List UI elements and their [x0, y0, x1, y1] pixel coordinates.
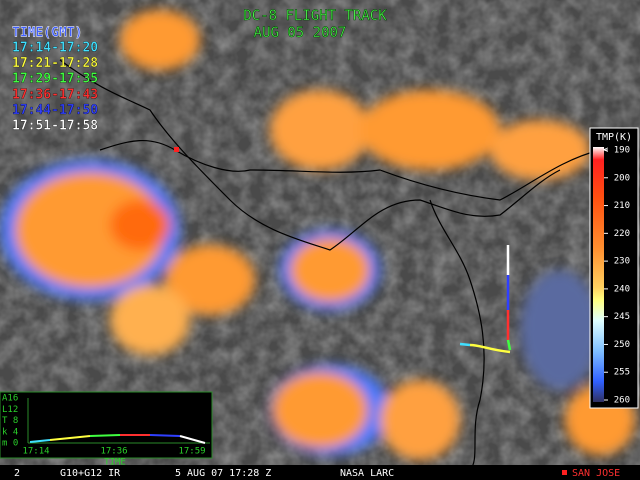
- colorbar-label: 240: [614, 284, 630, 294]
- altitude-y-label: m 0: [2, 439, 18, 449]
- colorbar-label: 250: [614, 340, 630, 350]
- altitude-x-label: 17:59: [178, 447, 205, 457]
- footer-bar: [0, 465, 640, 480]
- altitude-y-label: k 4: [2, 427, 18, 437]
- altitude-x-label: 17:36: [100, 447, 127, 457]
- colorbar-label: 230: [614, 257, 630, 267]
- san-jose-marker: [174, 147, 179, 152]
- altitude-y-label: L12: [2, 405, 18, 415]
- colorbar-label: 210: [614, 201, 630, 211]
- legend-item: 17:21-17:28: [12, 56, 98, 71]
- altitude-y-label: A16: [2, 394, 18, 404]
- coastlines: [59, 59, 601, 471]
- colorbar-label: 220: [614, 229, 630, 239]
- altitude-x-title: TIME: [104, 458, 126, 468]
- colorbar-label: 260: [614, 396, 630, 406]
- legend-item: 17:29-17:35: [12, 72, 98, 87]
- colorbar-labels: < 190 200 210 220 230 240 245 250 255 260: [603, 146, 630, 406]
- altitude-y-label: T 8: [2, 416, 18, 426]
- colorbar: [593, 147, 604, 402]
- legend: 17:14-17:2017:21-17:2817:29-17:3517:36-1…: [12, 40, 99, 134]
- colorbar-label: 245: [614, 312, 630, 322]
- altitude-x-label: 17:14: [22, 447, 49, 457]
- legend-item: 17:14-17:20: [12, 41, 98, 56]
- flight-track: [459, 245, 512, 354]
- footer-frame: 2: [14, 468, 20, 479]
- footer-place: SAN JOSE: [572, 468, 620, 479]
- altitude-trace: [27, 398, 210, 444]
- legend-item: 17:44-17:50: [12, 103, 98, 118]
- legend-title: TIME(GMT): [12, 26, 82, 41]
- footer-sensor: G10+G12 IR: [60, 468, 121, 479]
- altitude-plot: [0, 391, 213, 459]
- legend-item: 17:51-17:58: [12, 119, 98, 134]
- colorbar-title: TMP(K): [596, 132, 632, 143]
- legend-item: 17:36-17:43: [12, 87, 98, 102]
- colorbar-label: 200: [614, 173, 630, 183]
- colorbar-label: 255: [614, 368, 630, 378]
- colorbar-label: < 190: [603, 146, 630, 156]
- map-date: AUG 05 2007: [254, 25, 347, 41]
- footer-source: NASA LARC: [340, 468, 394, 479]
- place-marker: [562, 470, 567, 475]
- cloud-tops: [0, 10, 635, 460]
- footer-time: 5 AUG 07 17:28 Z: [175, 468, 271, 479]
- map-title: DC-8 FLIGHT TRACK: [243, 8, 387, 24]
